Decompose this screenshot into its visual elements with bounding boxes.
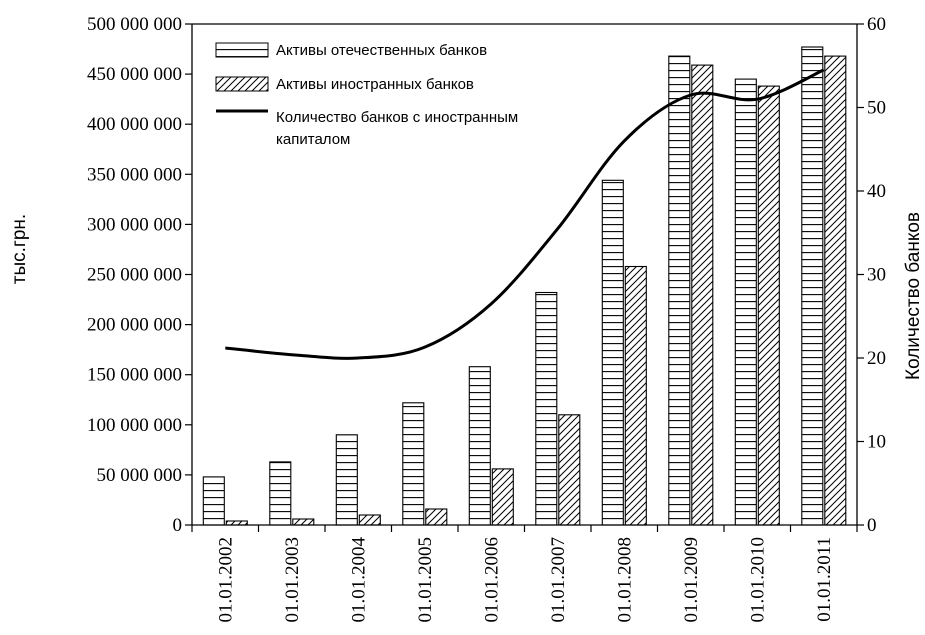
bar-domestic-6 xyxy=(601,179,624,526)
x-tick-label-7: 01.01.2009 xyxy=(681,537,702,623)
legend-swatch-domestic xyxy=(215,42,269,58)
category-tick-labels: 01.01.2002 01.01.2003 01.01.2004 01.01.2005… xyxy=(215,537,835,623)
right-tick-label-1: 10 xyxy=(867,432,886,453)
left-tick-label-7: 350 000 000 xyxy=(87,164,182,185)
left-tick-label-8: 400 000 000 xyxy=(87,114,182,135)
bars-layer xyxy=(202,46,847,526)
y-axis-title: тыс.грн. xyxy=(9,214,30,284)
bar-foreign-9 xyxy=(824,55,847,526)
x-tick-label-4: 01.01.2006 xyxy=(481,537,502,623)
legend-label-foreign: Активы иностранных банков xyxy=(276,76,474,93)
bar-foreign-2 xyxy=(358,514,381,526)
x-tick-label-5: 01.01.2007 xyxy=(548,537,569,623)
bar-foreign-4 xyxy=(491,468,514,526)
bar-domestic-1 xyxy=(269,461,292,526)
legend-swatch-foreign xyxy=(215,76,269,92)
legend-label-bank-count-line1: Количество банков с иностранным xyxy=(276,109,518,126)
legend-label-bank-count-line2: капиталом xyxy=(276,131,350,148)
bar-domestic-8 xyxy=(734,78,757,526)
right-tick-label-5: 50 xyxy=(867,98,886,119)
left-tick-label-1: 50 000 000 xyxy=(97,465,183,486)
bar-domestic-9 xyxy=(801,46,824,526)
x-tick-label-6: 01.01.2008 xyxy=(614,537,635,623)
line-layer xyxy=(225,68,825,360)
right-tick-labels: 0 10 20 30 40 50 60 xyxy=(867,14,886,536)
right-tick-label-0: 0 xyxy=(867,515,877,536)
bank-count-line xyxy=(225,68,825,360)
bar-foreign-5 xyxy=(558,414,581,526)
bar-domestic-5 xyxy=(535,291,558,526)
left-tick-label-6: 300 000 000 xyxy=(87,214,182,235)
left-tick-labels: 0 50 000 000 100 000 000 150 000 000 200 000… xyxy=(87,14,182,536)
left-tick-label-4: 200 000 000 xyxy=(87,315,182,336)
bar-foreign-7 xyxy=(691,64,714,526)
right-tick-label-6: 60 xyxy=(867,14,886,35)
x-tick-label-1: 01.01.2003 xyxy=(282,537,303,623)
left-tick-label-10: 500 000 000 xyxy=(87,14,182,35)
left-tick-label-3: 150 000 000 xyxy=(87,365,182,386)
bar-domestic-2 xyxy=(335,434,358,526)
right-tick-label-4: 40 xyxy=(867,181,886,202)
bar-domestic-0 xyxy=(202,476,225,526)
right-tick-label-3: 30 xyxy=(867,265,886,286)
legend-label-domestic: Активы отечественных банков xyxy=(276,42,487,59)
bar-domestic-4 xyxy=(468,366,491,526)
bar-foreign-1 xyxy=(292,518,315,526)
x-tick-label-2: 01.01.2004 xyxy=(348,537,369,623)
left-tick-label-5: 250 000 000 xyxy=(87,265,182,286)
right-tick-label-2: 20 xyxy=(867,348,886,369)
axes-layer xyxy=(185,23,864,532)
bar-foreign-3 xyxy=(425,508,448,526)
bar-domestic-7 xyxy=(668,55,691,526)
bar-foreign-8 xyxy=(757,85,780,526)
x-tick-label-0: 01.01.2002 xyxy=(215,537,236,623)
x-tick-label-8: 01.01.2010 xyxy=(747,537,768,623)
bar-domestic-3 xyxy=(402,402,425,526)
bar-foreign-6 xyxy=(624,265,647,526)
left-tick-label-0: 0 xyxy=(173,515,183,536)
left-tick-label-9: 450 000 000 xyxy=(87,64,182,85)
x-tick-label-3: 01.01.2005 xyxy=(415,537,436,623)
legend: Активы отечественных банков Активы иност… xyxy=(215,42,518,148)
left-tick-label-2: 100 000 000 xyxy=(87,415,182,436)
x-tick-label-9: 01.01.2011 xyxy=(814,537,835,622)
y2-axis-title: Количество банков xyxy=(903,212,924,380)
